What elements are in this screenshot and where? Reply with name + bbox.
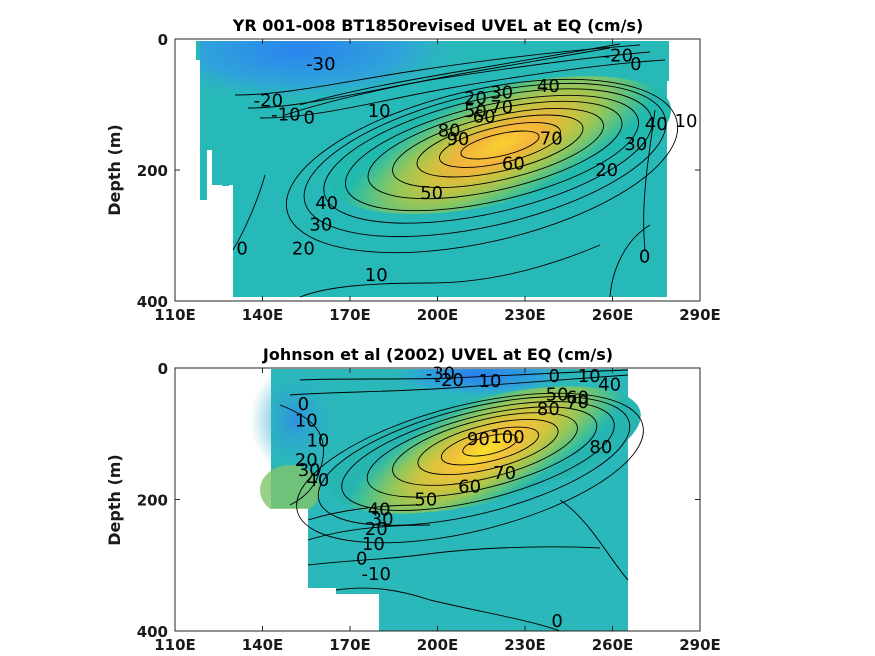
contour-label: 80 — [438, 121, 461, 142]
panel-bottom-contours — [279, 369, 644, 631]
contour-label: 0 — [639, 246, 650, 267]
contour-label: 0 — [236, 239, 247, 260]
panel-top-x-tick-labels: 110E 140E 170E 200E 230E 260E 290E — [154, 306, 721, 324]
y-tick-label: 0 — [158, 31, 168, 49]
panel-bottom-title: Johnson et al (2002) UVEL at EQ (cm/s) — [262, 345, 613, 364]
contour-label: 10 — [675, 111, 698, 132]
x-tick-label: 290E — [679, 636, 721, 654]
contour-label: 0 — [298, 394, 309, 415]
contour-label: 90 — [467, 429, 490, 450]
x-tick-label: 140E — [242, 306, 284, 324]
contour-label: 30 — [309, 214, 332, 235]
contour-label: 40 — [645, 114, 668, 135]
contour-label: 60 — [473, 106, 496, 127]
panel-bottom-field — [250, 368, 644, 631]
contour-label: -10 — [362, 564, 391, 585]
contour-label: 30 — [490, 83, 513, 104]
contour-label: 10 — [295, 411, 318, 432]
contour-label: 10 — [479, 371, 502, 392]
x-tick-label: 110E — [154, 306, 196, 324]
contour-label: 50 — [546, 384, 569, 405]
panel-bottom: Johnson et al (2002) UVEL at EQ (cm/s) — [105, 345, 721, 654]
x-tick-label: 200E — [417, 636, 459, 654]
contour-label: 30 — [298, 460, 321, 481]
x-tick-label: 230E — [504, 306, 546, 324]
contour-label: 0 — [630, 54, 641, 75]
contour-label: 40 — [368, 499, 391, 520]
contour-label: 0 — [548, 366, 559, 387]
y-tick-label: 200 — [137, 492, 168, 510]
y-tick-label: 400 — [137, 623, 168, 641]
contour-label: 70 — [540, 129, 563, 150]
contour-label: 10 — [368, 101, 391, 122]
panel-bottom-y-tick-labels: 0 200 400 — [137, 360, 168, 641]
contour-label: 30 — [624, 134, 647, 155]
y-tick-label: 200 — [137, 162, 168, 180]
panel-top-ticks — [174, 38, 701, 302]
x-tick-label: 170E — [329, 306, 371, 324]
contour-label: -20 — [434, 370, 463, 391]
contour-label: -20 — [254, 91, 283, 112]
contour-label: 20 — [292, 239, 315, 260]
panel-bottom-ticks — [174, 367, 701, 632]
contour-label: 20 — [365, 519, 388, 540]
contour-label: 30 — [371, 509, 394, 530]
contour-label: 90 — [446, 129, 469, 150]
contour-label: 20 — [464, 88, 487, 109]
x-tick-label: 170E — [329, 636, 371, 654]
contour-label: 70 — [490, 97, 513, 118]
contour-label: 60 — [502, 153, 525, 174]
contour-label: -20 — [604, 45, 633, 66]
panel-top: YR 001-008 BT1850revised UVEL at EQ (cm/… — [105, 16, 721, 324]
contour-label: -30 — [426, 363, 455, 384]
contour-label: 80 — [537, 399, 560, 420]
panel-bottom-x-tick-labels: 110E 140E 170E 200E 230E 260E 290E — [154, 636, 721, 654]
contour-label: 20 — [595, 160, 618, 181]
y-tick-label: 400 — [137, 293, 168, 311]
contour-label: 0 — [551, 611, 562, 632]
x-tick-label: 230E — [504, 636, 546, 654]
contour-label: 60 — [458, 476, 481, 497]
contour-label: 60 — [566, 388, 589, 409]
contour-label: 40 — [537, 76, 560, 97]
contour-label: 0 — [356, 549, 367, 570]
y-tick-label: 0 — [158, 360, 168, 378]
panel-top-contours — [232, 43, 679, 298]
contour-label: 10 — [362, 534, 385, 555]
panel-top-y-label: Depth (m) — [105, 124, 124, 216]
contour-label: 70 — [493, 463, 516, 484]
contour-label: 100 — [490, 427, 524, 448]
contour-label: 50 — [420, 183, 443, 204]
contour-label: 80 — [589, 437, 612, 458]
contour-label: 70 — [566, 392, 589, 413]
contour-label: 50 — [464, 101, 487, 122]
contour-label: 50 — [414, 490, 437, 511]
panel-top-title: YR 001-008 BT1850revised UVEL at EQ (cm/… — [232, 16, 644, 35]
x-tick-label: 260E — [592, 306, 634, 324]
panel-top-field — [196, 41, 679, 301]
contour-label: -10 — [271, 104, 300, 125]
x-tick-label: 290E — [679, 306, 721, 324]
x-tick-label: 200E — [417, 306, 459, 324]
contour-label: 10 — [306, 430, 329, 451]
contour-label: 20 — [295, 450, 318, 471]
x-tick-label: 140E — [242, 636, 284, 654]
x-tick-label: 260E — [592, 636, 634, 654]
contour-label: 0 — [303, 108, 314, 129]
contour-label: 10 — [578, 366, 601, 387]
contour-label: 40 — [598, 374, 621, 395]
x-tick-label: 110E — [154, 636, 196, 654]
contour-label: 40 — [315, 193, 338, 214]
panel-bottom-y-label: Depth (m) — [105, 454, 124, 546]
contour-label: 10 — [365, 265, 388, 286]
contour-label: 40 — [306, 470, 329, 491]
panel-top-y-tick-labels: 0 200 400 — [137, 31, 168, 311]
contour-label: -30 — [306, 54, 335, 75]
